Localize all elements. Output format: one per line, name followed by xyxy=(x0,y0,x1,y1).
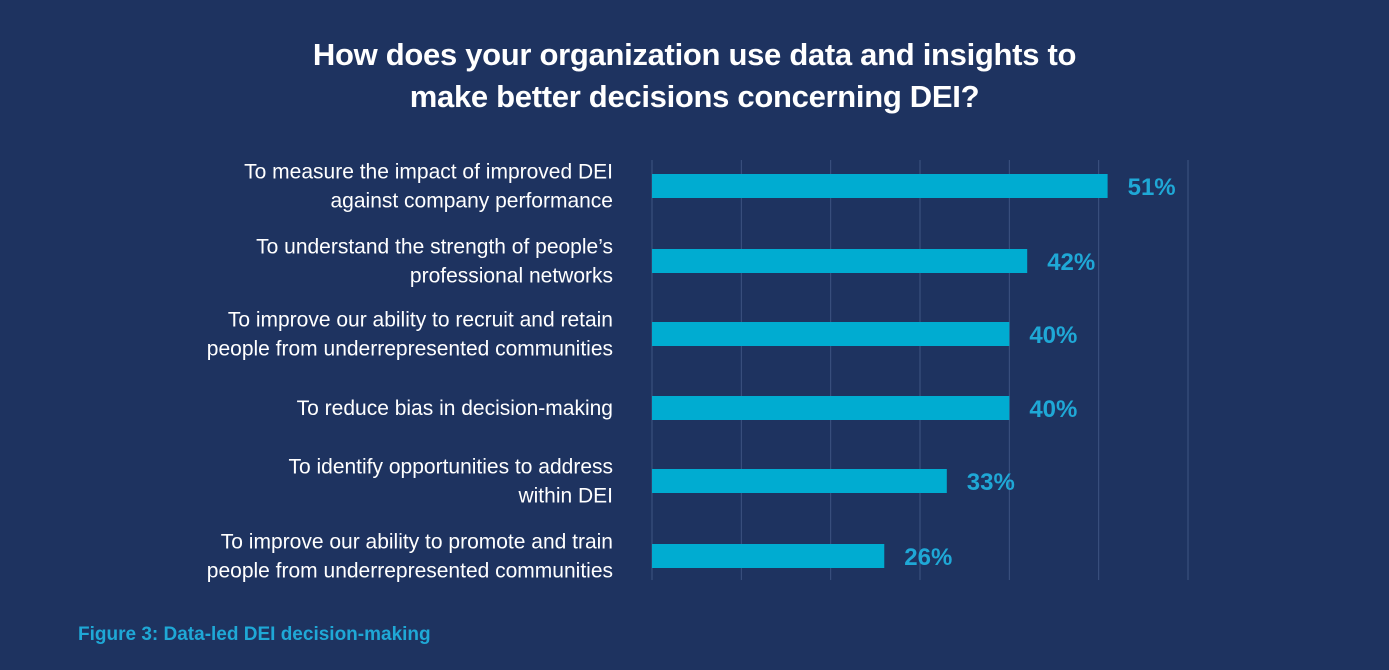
category-label: within DEI xyxy=(517,485,613,508)
category-label: To measure the impact of improved DEI xyxy=(244,161,613,184)
category-label: people from underrepresented communities xyxy=(207,338,613,361)
value-label: 33% xyxy=(967,469,1015,496)
category-label: To understand the strength of people’s xyxy=(256,236,613,259)
chart-title-line-2: make better decisions concerning DEI? xyxy=(409,79,980,114)
value-label: 40% xyxy=(1029,396,1077,423)
category-label: professional networks xyxy=(410,265,613,288)
bar xyxy=(652,174,1108,198)
bar xyxy=(652,249,1028,273)
chart-title-line-1: How does your organization use data and … xyxy=(312,37,1077,72)
category-label: To improve our ability to promote and tr… xyxy=(221,531,613,554)
bar xyxy=(652,396,1010,420)
category-label: against company performance xyxy=(331,190,614,213)
value-label: 51% xyxy=(1128,174,1176,201)
figure-caption: Figure 3: Data-led DEI decision-making xyxy=(78,624,431,645)
category-label: To reduce bias in decision-making xyxy=(297,397,613,420)
value-label: 42% xyxy=(1047,249,1095,276)
bar xyxy=(652,322,1010,346)
category-label: To improve our ability to recruit and re… xyxy=(228,309,613,332)
value-label: 26% xyxy=(904,544,952,571)
chart-title: How does your organization use data and … xyxy=(0,34,1389,118)
bar xyxy=(652,544,885,568)
category-label: To identify opportunities to address xyxy=(288,456,613,479)
bar xyxy=(652,469,947,493)
value-label: 40% xyxy=(1029,322,1077,349)
category-label: people from underrepresented communities xyxy=(207,560,613,583)
